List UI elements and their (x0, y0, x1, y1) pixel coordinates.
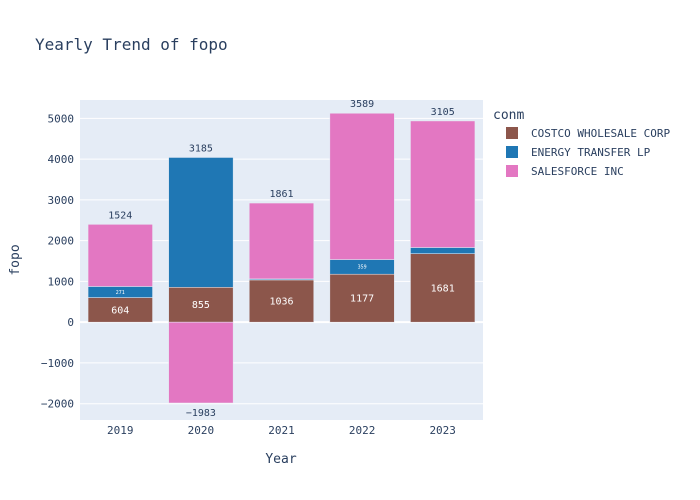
legend-items[interactable]: COSTCO WHOLESALE CORP ENERGY TRANSFER LP S… (506, 127, 670, 178)
bar-salesforce-inc (410, 120, 476, 248)
data-label: 855 (192, 300, 210, 311)
legend-item[interactable]: ENERGY TRANSFER LP (506, 146, 651, 159)
bar-salesforce-inc (329, 112, 395, 260)
y-tick-label: 0 (67, 316, 74, 329)
x-axis-title: Year (265, 452, 296, 467)
data-label: 1177 (350, 294, 374, 305)
bar-costco-wholesale-corp (168, 287, 234, 323)
y-tick-label: −1000 (41, 357, 74, 370)
x-tick-label: 2022 (349, 424, 376, 437)
legend[interactable]: conm COSTCO WHOLESALE CORP ENERGY TRANSFE… (493, 108, 670, 178)
bar-costco-wholesale-corp (329, 273, 395, 323)
y-tick-label: −2000 (41, 398, 74, 411)
bar-costco-wholesale-corp (87, 297, 153, 323)
y-axis-title: fopo (8, 244, 23, 275)
x-tick-label: 2023 (429, 424, 456, 437)
legend-title: conm (493, 108, 524, 123)
x-tick-label: 2020 (188, 424, 215, 437)
data-label: 1681 (431, 283, 455, 294)
data-label: 271 (116, 290, 125, 296)
y-tick-label: 3000 (48, 194, 75, 207)
legend-item[interactable]: COSTCO WHOLESALE CORP (506, 127, 670, 140)
bar-costco-wholesale-corp (410, 253, 476, 323)
y-tick-label: 5000 (48, 112, 75, 125)
bar-salesforce-inc (249, 202, 314, 280)
y-tick-labels: −2000 −1000 0 1000 2000 3000 4000 5000 (41, 112, 74, 410)
data-label: 3589 (350, 99, 374, 110)
data-label: 604 (111, 305, 129, 316)
bar-salesforce-inc (168, 321, 234, 404)
data-label: 3105 (431, 107, 455, 118)
chart-title: Yearly Trend of fopo (35, 35, 228, 54)
legend-label: COSTCO WHOLESALE CORP (531, 127, 670, 140)
y-tick-label: 1000 (48, 275, 75, 288)
data-label: −1983 (186, 408, 216, 419)
x-tick-label: 2021 (268, 424, 295, 437)
legend-swatch (506, 146, 518, 158)
legend-swatch (506, 165, 518, 177)
y-tick-label: 4000 (48, 153, 75, 166)
x-tick-label: 2019 (107, 424, 134, 437)
data-label: 1861 (269, 189, 293, 200)
legend-label: SALESFORCE INC (531, 165, 624, 178)
legend-swatch (506, 127, 518, 139)
data-label: 359 (358, 265, 367, 271)
bar-costco-wholesale-corp (249, 279, 314, 323)
bar-labels: 604 855 1036 1177 1681 271 3185 359 1524 −1983 186… (108, 99, 454, 419)
data-label: 3185 (189, 143, 213, 154)
legend-item[interactable]: SALESFORCE INC (506, 165, 624, 178)
legend-label: ENERGY TRANSFER LP (531, 146, 651, 159)
y-tick-label: 2000 (48, 235, 75, 248)
bar-energy-transfer-lp (168, 157, 234, 288)
data-label: 1524 (108, 210, 132, 221)
bars (87, 112, 476, 404)
bar-energy-transfer-lp (410, 247, 476, 254)
x-tick-labels: 2019 2020 2021 2022 2023 (107, 424, 456, 437)
bar-salesforce-inc (87, 224, 153, 287)
data-label: 1036 (269, 297, 293, 308)
